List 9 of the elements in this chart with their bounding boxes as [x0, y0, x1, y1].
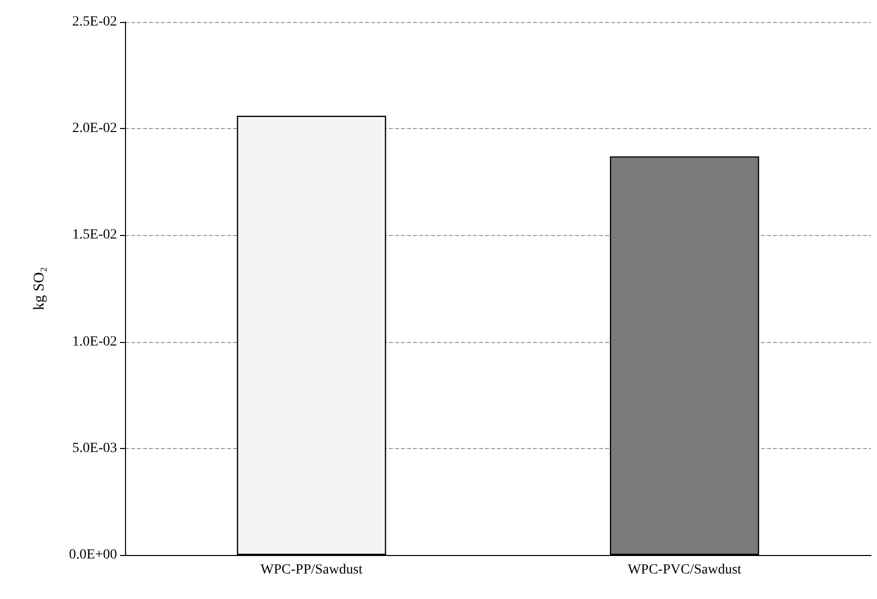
- y-tick-label: 2.0E-02: [72, 121, 117, 136]
- x-tick-label: WPC-PVC/Sawdust: [628, 562, 742, 578]
- y-tick-label: 1.5E-02: [72, 228, 117, 243]
- y-tick-label: 0.0E+00: [69, 548, 117, 562]
- y-tick-label: 1.0E-02: [72, 334, 117, 350]
- x-tick-label: WPC-PP/Sawdust: [260, 562, 363, 578]
- y-tick-label: 5.0E-03: [72, 440, 117, 456]
- y-axis-title: kg SO₂: [32, 266, 48, 310]
- y-tick-label: 2.5E-02: [72, 14, 117, 30]
